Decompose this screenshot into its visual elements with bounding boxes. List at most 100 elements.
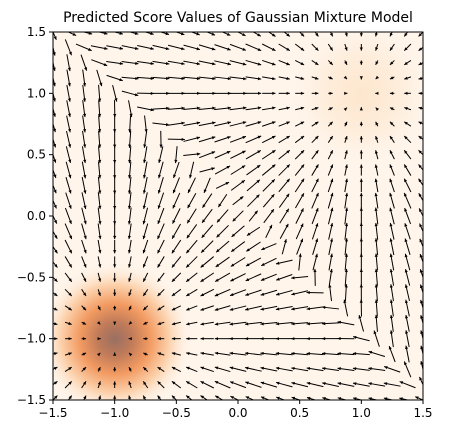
- arrow-head: [244, 337, 249, 341]
- arrow-head: [53, 36, 57, 40]
- arrow-head: [300, 106, 305, 110]
- arrow-head: [113, 221, 117, 225]
- arrow-head: [82, 321, 87, 325]
- arrow-head: [142, 235, 146, 240]
- arrow-head: [418, 150, 422, 154]
- arrow-head: [314, 107, 319, 111]
- arrow-head: [404, 192, 407, 197]
- arrow-head: [245, 278, 250, 281]
- arrow-head: [211, 47, 216, 51]
- arrow-head: [171, 322, 176, 326]
- arrow-head: [157, 278, 161, 282]
- arrow-head: [197, 91, 201, 95]
- arrow-head: [113, 395, 117, 399]
- arrow-head: [96, 321, 101, 325]
- arrow-head: [300, 164, 305, 168]
- arrow-head: [242, 135, 246, 139]
- arrow-head: [157, 249, 161, 254]
- arrow-head: [157, 337, 161, 341]
- arrow-head: [54, 337, 58, 341]
- arrow-head: [374, 238, 378, 242]
- arrow-head: [306, 381, 311, 386]
- arrow-head: [68, 367, 72, 371]
- arrow-head: [98, 129, 102, 133]
- arrow-head: [82, 352, 87, 356]
- arrow-head: [404, 32, 408, 37]
- arrow-head: [359, 178, 363, 182]
- arrow-head: [344, 178, 349, 183]
- arrow-head: [186, 264, 190, 268]
- arrow-head: [97, 337, 101, 341]
- arrow-head: [227, 77, 232, 81]
- arrow-head: [166, 106, 170, 110]
- arrow-head: [53, 292, 58, 296]
- arrow-head: [374, 253, 378, 257]
- arrow-head: [54, 249, 58, 254]
- arrow-head: [181, 61, 185, 66]
- arrow-head: [415, 396, 419, 400]
- arrow-head: [143, 278, 147, 282]
- arrow-head: [275, 337, 279, 341]
- arrow-head: [291, 366, 295, 371]
- arrow-head: [389, 284, 393, 288]
- arrow-head: [418, 121, 423, 125]
- arrow-head: [200, 381, 205, 385]
- arrow-head: [127, 190, 132, 194]
- arrow-head: [245, 381, 249, 385]
- arrow-head: [404, 208, 408, 212]
- arrow-head: [189, 174, 193, 179]
- arrow-head: [404, 107, 408, 111]
- arrow-head: [353, 397, 357, 400]
- arrow-head: [181, 106, 185, 110]
- arrow-head: [315, 164, 319, 169]
- arrow-head: [54, 278, 58, 282]
- arrow-head: [226, 165, 231, 169]
- arrow-head: [98, 249, 102, 254]
- arrow-head: [343, 299, 347, 304]
- arrow-head: [203, 189, 207, 193]
- arrow-head: [344, 61, 348, 65]
- arrow-head: [359, 76, 363, 80]
- arrow-head: [83, 220, 87, 225]
- arrow-head: [389, 107, 394, 111]
- arrow-head: [359, 47, 363, 51]
- arrow-head: [150, 61, 154, 65]
- arrow-head: [227, 106, 232, 110]
- arrow-head: [143, 337, 147, 341]
- arrow-head: [53, 322, 58, 326]
- arrow-head: [157, 189, 161, 194]
- y-tick-label: −0.5: [17, 270, 46, 284]
- arrow-head: [165, 123, 170, 127]
- arrow-head: [404, 299, 409, 304]
- arrow-head: [322, 322, 326, 326]
- arrow-head: [404, 223, 408, 227]
- arrow-head: [271, 179, 275, 183]
- arrow-head: [83, 190, 87, 194]
- arrow-head: [344, 47, 348, 51]
- arrow-head: [97, 367, 101, 371]
- arrow-head: [212, 76, 216, 81]
- arrow-head: [98, 221, 102, 225]
- arrow-head: [322, 381, 326, 386]
- arrow-head: [227, 91, 232, 95]
- arrow-head: [300, 121, 305, 125]
- arrow-head: [260, 277, 265, 281]
- arrow-head: [322, 337, 326, 341]
- arrow-head: [200, 337, 204, 341]
- arrow-head: [119, 46, 124, 50]
- arrow-head: [286, 62, 290, 66]
- arrow-head: [68, 381, 72, 385]
- arrow-head: [322, 352, 326, 356]
- arrow-head: [359, 61, 363, 65]
- arrow-head: [214, 337, 219, 341]
- arrow-head: [230, 381, 234, 385]
- arrow-head: [420, 315, 423, 319]
- arrow-head: [374, 178, 378, 183]
- arrow-head: [171, 381, 176, 385]
- arrow-head: [68, 159, 72, 163]
- arrow-head: [68, 205, 72, 209]
- arrow-head: [291, 292, 295, 296]
- arrow-head: [157, 263, 161, 268]
- arrow-head: [218, 203, 222, 208]
- arrow-head: [196, 152, 201, 156]
